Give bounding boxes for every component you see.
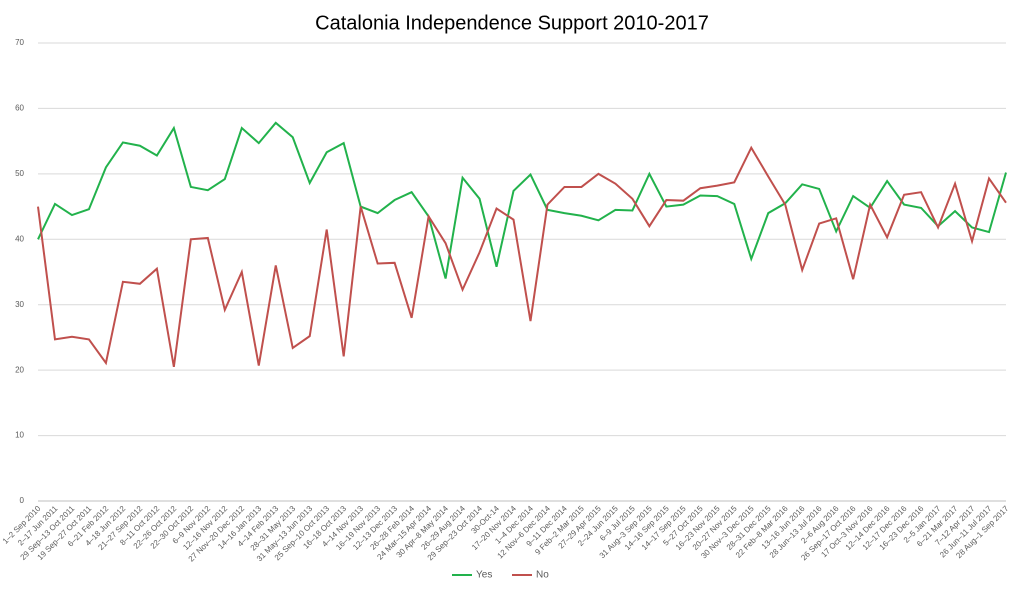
legend-label: Yes [476,570,492,581]
legend-label: No [536,570,549,581]
y-tick-label: 0 [20,496,25,505]
chart-title: Catalonia Independence Support 2010-2017 [315,12,709,34]
y-tick-label: 20 [15,365,24,374]
y-tick-label: 60 [15,104,24,113]
series-line [37,145,1007,368]
y-tick-label: 40 [15,234,24,243]
series-line [37,121,1007,279]
y-tick-label: 10 [15,431,24,440]
y-tick-label: 30 [15,300,24,309]
y-tick-label: 70 [15,38,24,47]
y-tick-label: 50 [15,169,24,178]
